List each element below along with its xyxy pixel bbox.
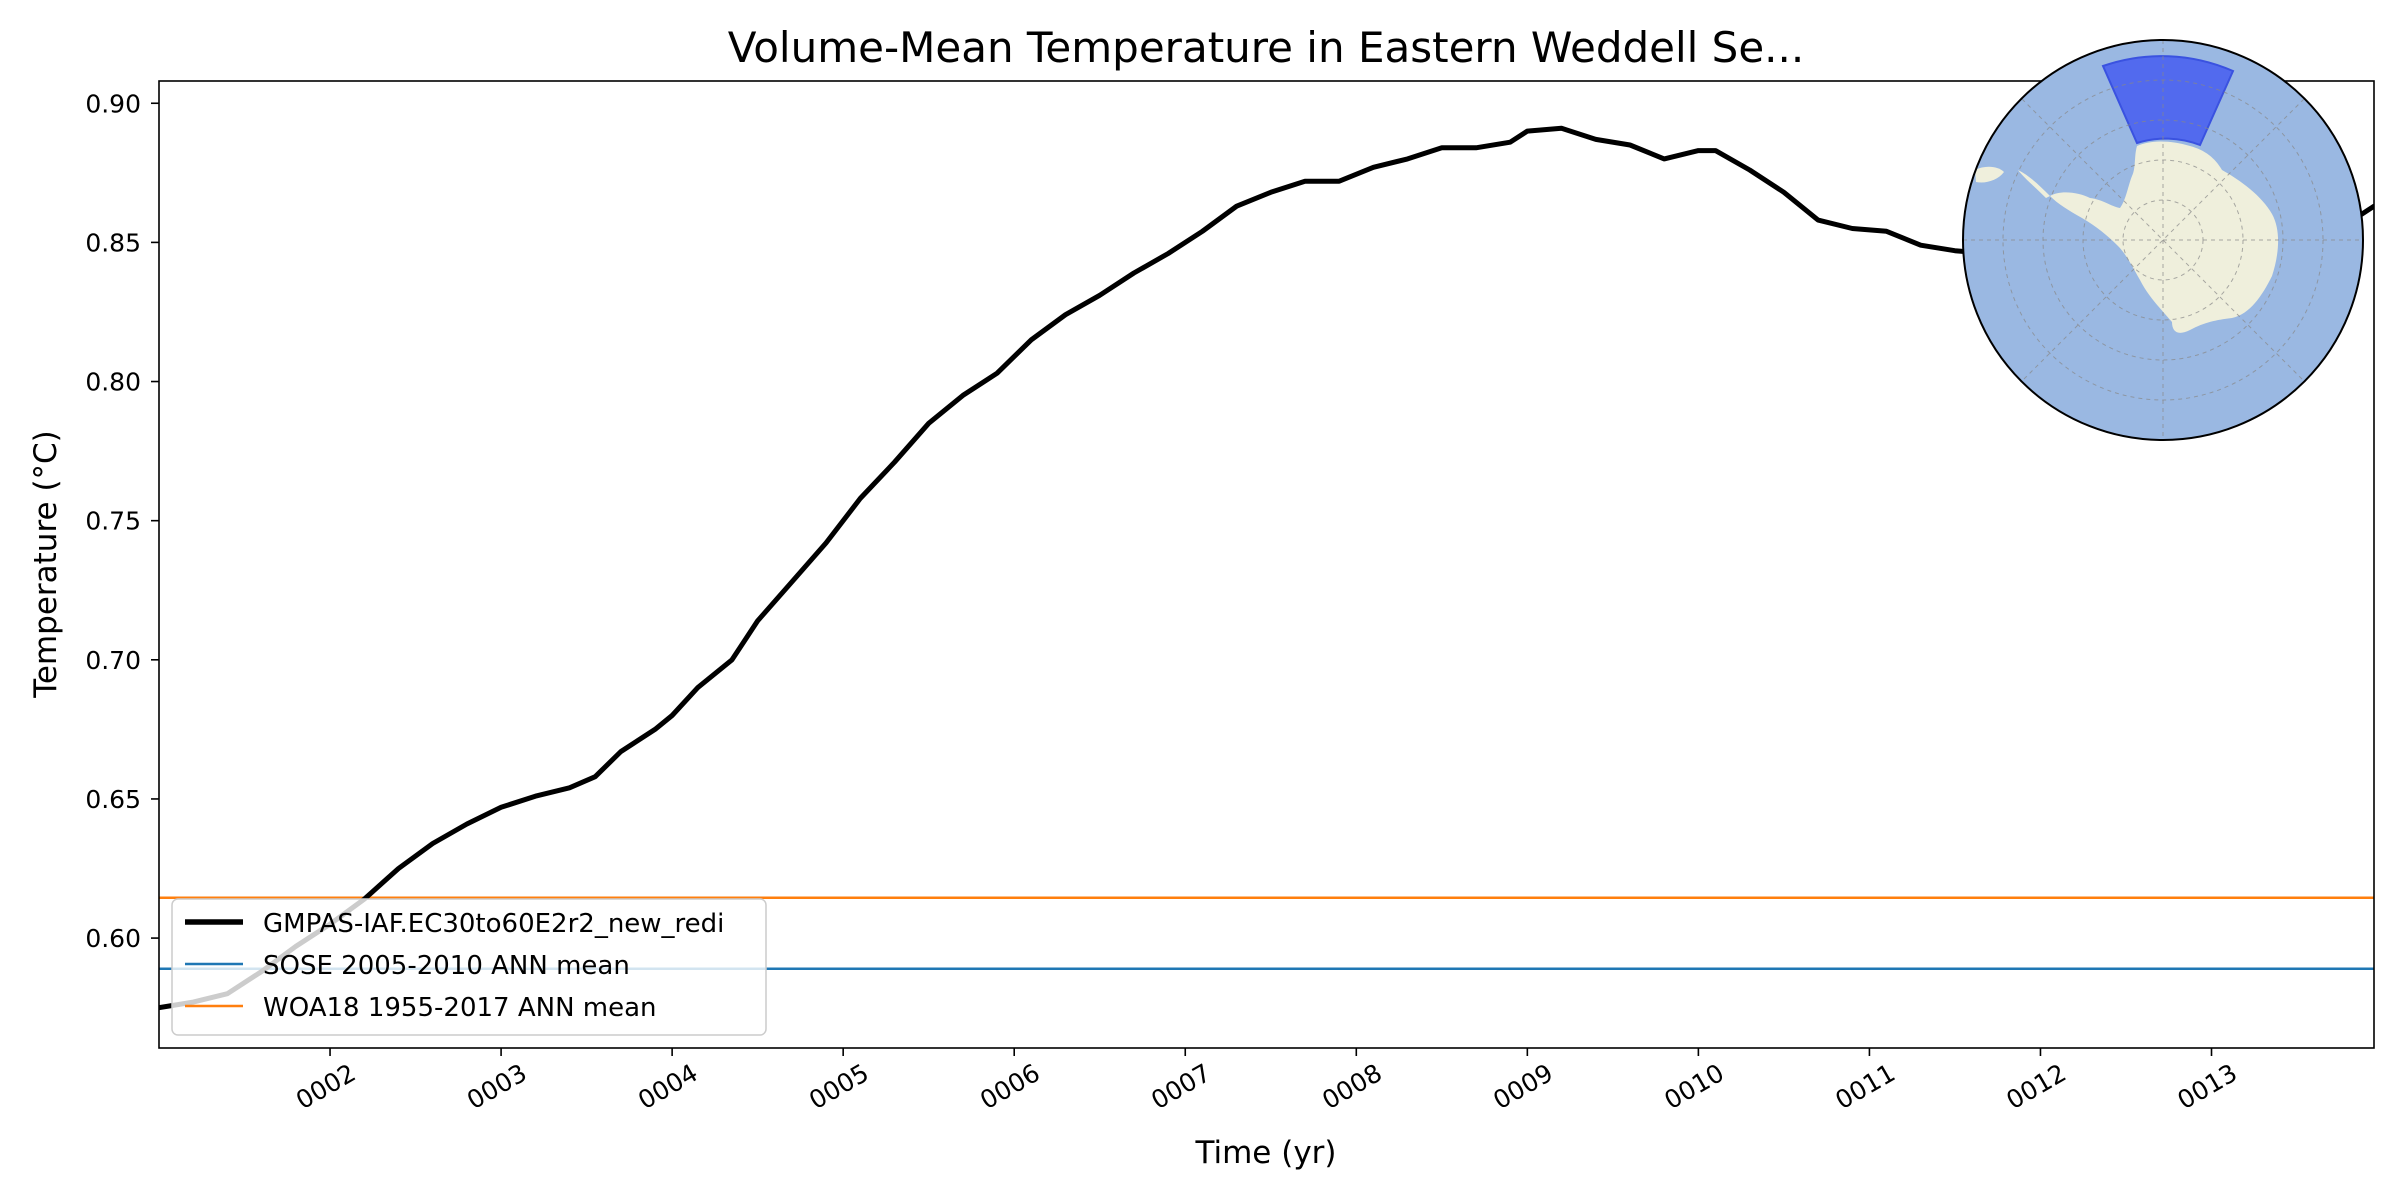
x-tick-label: 0005 (804, 1058, 874, 1115)
y-tick-label: 0.60 (85, 924, 141, 953)
x-tick-label: 0004 (633, 1058, 703, 1115)
y-tick-label: 0.70 (85, 646, 141, 675)
legend-box (171, 898, 767, 1036)
map-grid-meridian (2021, 98, 2305, 382)
map-peninsula (2018, 170, 2050, 198)
chart-title: Volume-Mean Temperature in Eastern Wedde… (728, 23, 1804, 72)
plot-frame (158, 80, 2375, 1049)
legend: GMPAS-IAF.EC30to60E2r2_new_redi SOSE 200… (171, 898, 767, 1036)
y-tick-label: 0.90 (85, 89, 141, 118)
legend-label-sose: SOSE 2005-2010 ANN mean (263, 951, 630, 981)
x-tick-label: 0012 (2001, 1058, 2071, 1115)
x-tick-label: 0006 (975, 1058, 1045, 1115)
y-tick-label: 0.85 (85, 228, 141, 257)
x-tick-label: 0013 (2172, 1058, 2242, 1115)
antarctic-region-map-icon (1962, 39, 2364, 441)
y-axis-ticks: 0.60 0.65 0.70 0.75 0.80 0.85 0.90 (85, 89, 159, 953)
map-landmass (2050, 141, 2279, 333)
x-tick-label: 0011 (1830, 1058, 1900, 1115)
y-tick-label: 0.75 (85, 507, 141, 536)
map-border (1962, 39, 2364, 441)
y-tick-label: 0.65 (85, 785, 141, 814)
y-tick-label: 0.80 (85, 368, 141, 397)
legend-label-woa: WOA18 1955-2017 ANN mean (263, 993, 657, 1023)
legend-label-model: GMPAS-IAF.EC30to60E2r2_new_redi (263, 909, 724, 939)
x-tick-label: 0007 (1146, 1058, 1216, 1115)
x-axis-ticks: 0002 0003 0004 0005 0006 0007 0008 0009 0010 0011… (291, 1048, 2242, 1115)
x-tick-label: 0002 (291, 1058, 361, 1115)
map-grid-meridian (2021, 98, 2305, 382)
x-tick-label: 0003 (462, 1058, 532, 1115)
x-tick-label: 0010 (1659, 1058, 1729, 1115)
x-tick-label: 0008 (1317, 1058, 1387, 1115)
x-axis-label: Time (yr) (1195, 1135, 1337, 1171)
x-tick-label: 0009 (1488, 1058, 1558, 1115)
y-axis-label: Temperature (°C) (28, 430, 64, 699)
map-island (1975, 166, 2004, 183)
